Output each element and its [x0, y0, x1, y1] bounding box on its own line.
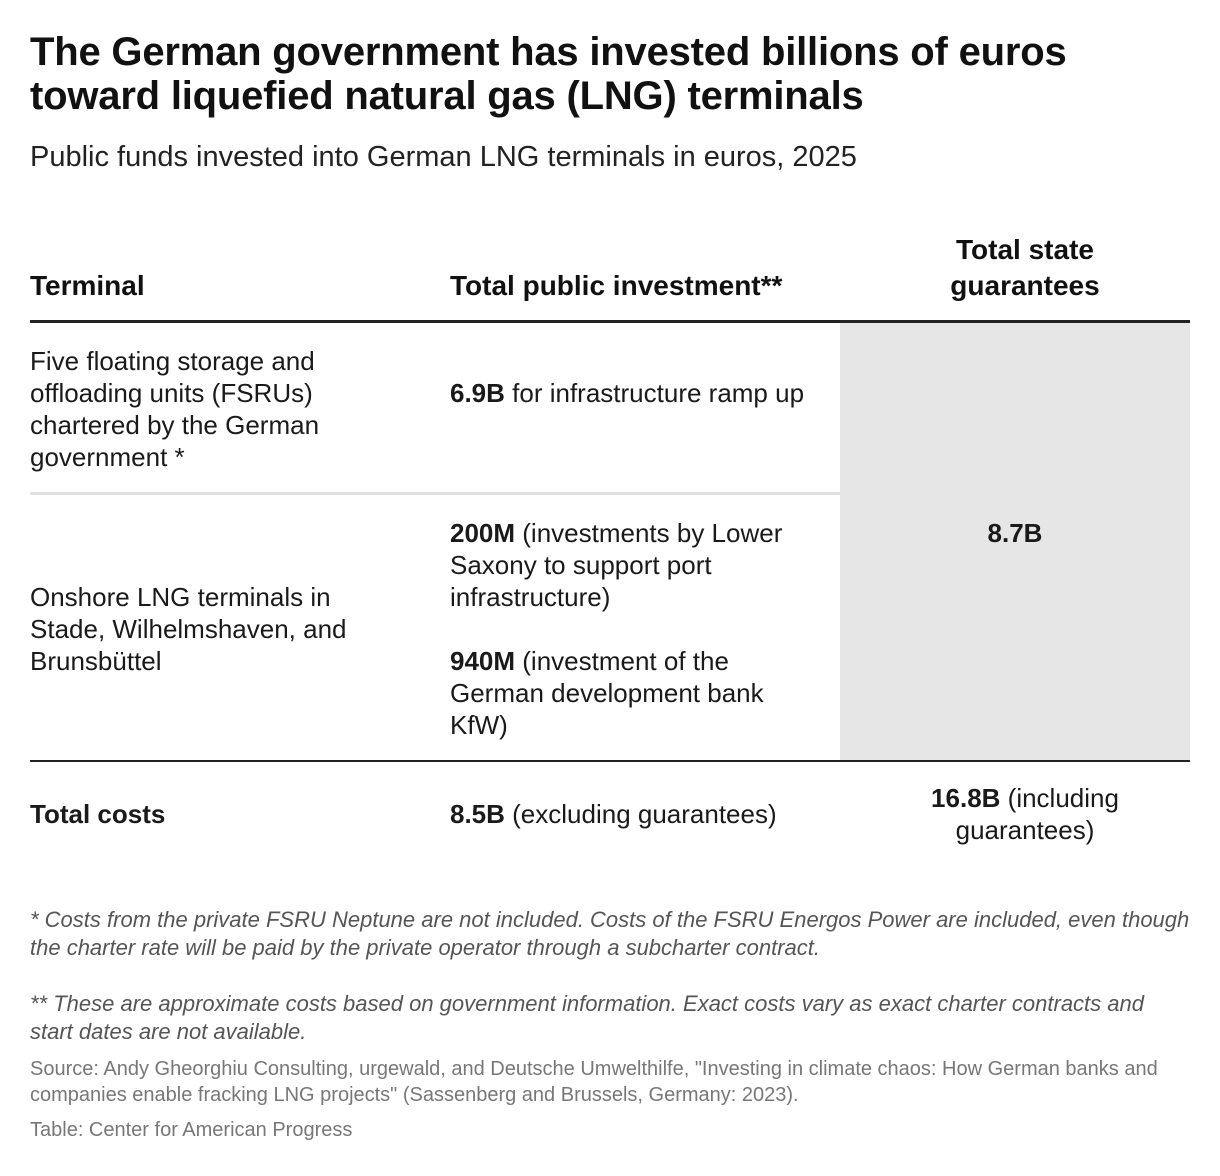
total-guarantees-amount: 16.8B — [931, 783, 1001, 813]
row-1-terminal: Five floating storage and offloading uni… — [30, 346, 320, 472]
footnote-2: ** These are approximate costs based on … — [30, 991, 1144, 1044]
total-label: Total costs — [30, 799, 166, 829]
total-investment-amount: 8.5B — [450, 799, 505, 829]
row-2-investment-2-text: (investment of the German development ba… — [450, 646, 764, 740]
column-header-public-investment: Total public investment** — [450, 270, 783, 301]
chart-title: The German government has invested billi… — [30, 30, 1067, 118]
row-1-investment-text: for infrastructure ramp up — [504, 378, 805, 408]
footnote-1: * Costs from the private FSRU Neptune ar… — [30, 907, 1190, 960]
credit-note: Table: Center for American Progress — [30, 1119, 353, 1141]
header-rule — [30, 320, 1190, 323]
column-header-terminal: Terminal — [30, 270, 145, 301]
total-guarantees: 16.8B (including guarantees) — [915, 782, 1135, 846]
total-investment-text: (excluding guarantees) — [504, 799, 777, 829]
row-2-investment-2: 940M (investment of the German developme… — [450, 645, 810, 741]
row-2-terminal: Onshore LNG terminals in Stade, Wilhelms… — [30, 582, 347, 676]
row-1-investment-amount: 6.9B — [450, 378, 505, 408]
total-guarantees-text: (including guarantees) — [955, 783, 1119, 845]
row-2-investment-1-amount: 200M — [450, 518, 516, 548]
source-note: Source: Andy Gheorghiu Consulting, urgew… — [30, 1058, 1158, 1106]
row-2-investment-1: 200M (investments by Lower Saxony to sup… — [450, 517, 810, 613]
row-separator — [30, 492, 840, 495]
chart-subtitle: Public funds invested into German LNG te… — [30, 141, 857, 173]
column-header-state-guarantees: Total state guarantees — [950, 234, 1100, 301]
total-rule — [30, 760, 1190, 762]
row-2-investment-2-amount: 940M — [450, 646, 516, 676]
guarantees-value: 8.7B — [987, 518, 1043, 548]
row-2-investment-1-text: (investments by Lower Saxony to support … — [450, 518, 783, 612]
row-1-investment: 6.9B for infrastructure ramp up — [450, 377, 820, 409]
total-investment: 8.5B (excluding guarantees) — [450, 798, 840, 830]
guarantees-column-fill — [840, 323, 1190, 761]
